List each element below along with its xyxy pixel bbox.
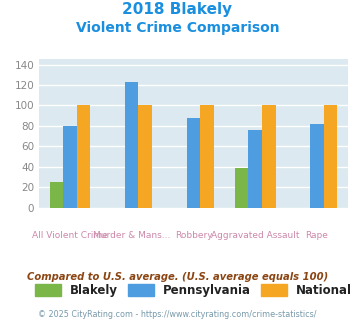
Bar: [63, 126, 77, 208]
Bar: [200, 106, 214, 208]
Text: Compared to U.S. average. (U.S. average equals 100): Compared to U.S. average. (U.S. average …: [27, 272, 328, 282]
Bar: [235, 168, 248, 208]
Legend: Blakely, Pennsylvania, National: Blakely, Pennsylvania, National: [30, 279, 355, 302]
Bar: [138, 106, 152, 208]
Text: Aggravated Assault: Aggravated Assault: [211, 231, 300, 240]
Text: © 2025 CityRating.com - https://www.cityrating.com/crime-statistics/: © 2025 CityRating.com - https://www.city…: [38, 310, 317, 319]
Bar: [248, 130, 262, 208]
Bar: [324, 106, 337, 208]
Bar: [262, 106, 275, 208]
Text: Robbery: Robbery: [175, 231, 212, 240]
Bar: [77, 106, 90, 208]
Bar: [187, 118, 200, 208]
Text: Rape: Rape: [306, 231, 328, 240]
Text: All Violent Crime: All Violent Crime: [32, 231, 108, 240]
Text: 2018 Blakely: 2018 Blakely: [122, 2, 233, 16]
Bar: [50, 182, 63, 208]
Bar: [310, 124, 324, 208]
Bar: [125, 82, 138, 208]
Text: Violent Crime Comparison: Violent Crime Comparison: [76, 21, 279, 35]
Text: Murder & Mans...: Murder & Mans...: [93, 231, 170, 240]
